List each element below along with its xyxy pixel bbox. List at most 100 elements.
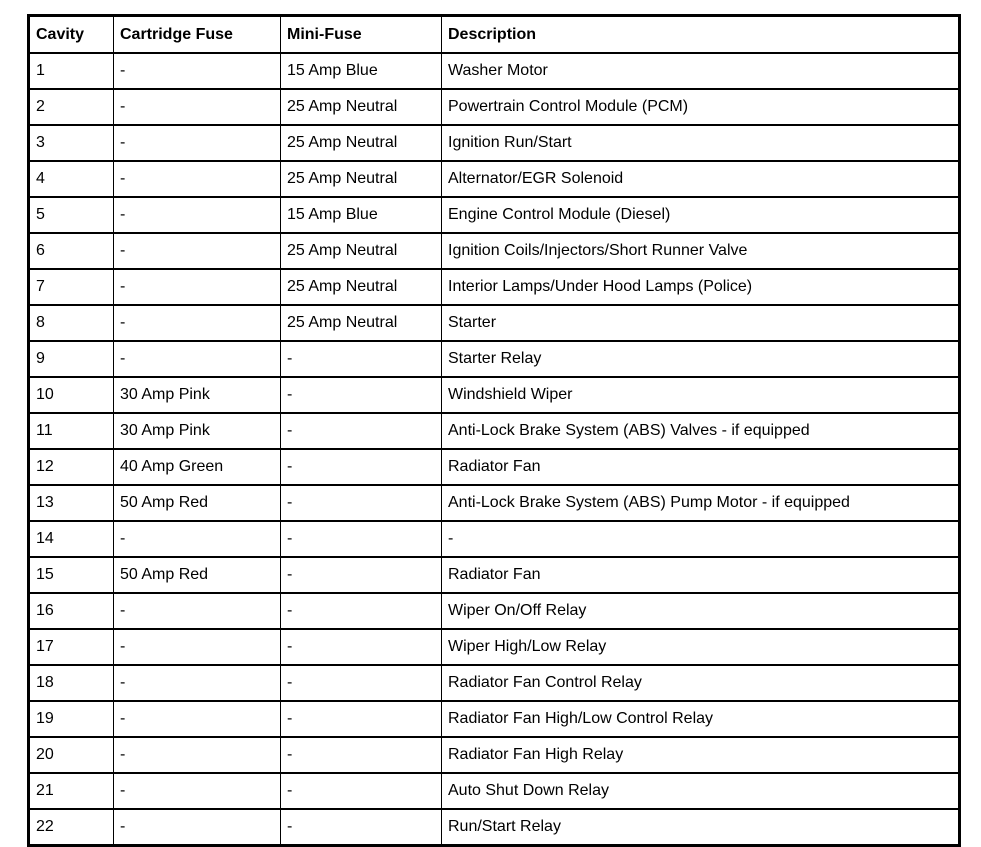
table-row: 9- - Starter Relay <box>28 340 960 378</box>
column-header-cartridge-fuse: Cartridge Fuse <box>113 15 281 54</box>
cell-mini-fuse: - <box>280 628 442 666</box>
cell-cartridge-fuse: - <box>113 232 281 270</box>
cell-mini-fuse: - <box>280 340 442 378</box>
table-row: 15 50 Amp Red - Radiator Fan <box>28 556 960 594</box>
table-row: 8-25 Amp Neutral Starter <box>28 304 960 342</box>
cell-cavity: 11 <box>28 412 114 450</box>
table-row: 1-15 Amp Blue Washer Motor <box>28 52 960 90</box>
fuse-table: Cavity Cartridge Fuse Mini-Fuse Descript… <box>27 14 961 847</box>
cell-cavity: 13 <box>28 484 114 522</box>
table-row: 4-25 Amp Neutral Alternator/EGR Solenoid <box>28 160 960 198</box>
cell-cavity: 10 <box>28 376 114 414</box>
cell-cartridge-fuse: 40 Amp Green <box>113 448 281 486</box>
cell-cartridge-fuse: - <box>113 124 281 162</box>
cell-description: Alternator/EGR Solenoid <box>441 160 960 198</box>
cell-cartridge-fuse: - <box>113 52 281 90</box>
cell-cavity: 8 <box>28 304 114 342</box>
table-row: 17- - Wiper High/Low Relay <box>28 628 960 666</box>
cell-cartridge-fuse: 30 Amp Pink <box>113 412 281 450</box>
cell-mini-fuse: 15 Amp Blue <box>280 196 442 234</box>
table-row: 5-15 Amp Blue Engine Control Module (Dies… <box>28 196 960 234</box>
cell-description: Wiper High/Low Relay <box>441 628 960 666</box>
cell-cartridge-fuse: 50 Amp Red <box>113 556 281 594</box>
header-row: Cavity Cartridge Fuse Mini-Fuse Descript… <box>28 15 960 54</box>
cell-cavity: 20 <box>28 736 114 774</box>
cell-cartridge-fuse: - <box>113 628 281 666</box>
cell-description: Auto Shut Down Relay <box>441 772 960 810</box>
cell-cavity: 18 <box>28 664 114 702</box>
cell-mini-fuse: 25 Amp Neutral <box>280 232 442 270</box>
cell-mini-fuse: - <box>280 556 442 594</box>
table-row: 3-25 Amp Neutral Ignition Run/Start <box>28 124 960 162</box>
cell-description: Interior Lamps/Under Hood Lamps (Police) <box>441 268 960 306</box>
cell-mini-fuse: - <box>280 772 442 810</box>
cell-cavity: 2 <box>28 88 114 126</box>
table-body: 1-15 Amp Blue Washer Motor 2-25 Amp Neutra… <box>28 52 960 847</box>
cell-cavity: 3 <box>28 124 114 162</box>
cell-cavity: 22 <box>28 808 114 847</box>
cell-cavity: 12 <box>28 448 114 486</box>
table-row: 10 30 Amp Pink - Windshield Wiper <box>28 376 960 414</box>
cell-cartridge-fuse: - <box>113 88 281 126</box>
cell-mini-fuse: - <box>280 520 442 558</box>
cell-cartridge-fuse: - <box>113 520 281 558</box>
cell-mini-fuse: - <box>280 664 442 702</box>
cell-description: Washer Motor <box>441 52 960 90</box>
cell-mini-fuse: - <box>280 376 442 414</box>
table-row: 12 40 Amp Green - Radiator Fan <box>28 448 960 486</box>
cell-cartridge-fuse: - <box>113 772 281 810</box>
cell-description: Radiator Fan High/Low Control Relay <box>441 700 960 738</box>
cell-mini-fuse: - <box>280 808 442 847</box>
cell-cavity: 9 <box>28 340 114 378</box>
cell-cartridge-fuse: - <box>113 592 281 630</box>
cell-mini-fuse: 25 Amp Neutral <box>280 160 442 198</box>
cell-description: Windshield Wiper <box>441 376 960 414</box>
table-row: 20- - Radiator Fan High Relay <box>28 736 960 774</box>
cell-description: Engine Control Module (Diesel) <box>441 196 960 234</box>
table-row: 6-25 Amp Neutral Ignition Coils/Injectors… <box>28 232 960 270</box>
cell-mini-fuse: 15 Amp Blue <box>280 52 442 90</box>
cell-mini-fuse: - <box>280 448 442 486</box>
cell-mini-fuse: 25 Amp Neutral <box>280 124 442 162</box>
cell-mini-fuse: 25 Amp Neutral <box>280 88 442 126</box>
cell-cavity: 19 <box>28 700 114 738</box>
cell-cavity: 1 <box>28 52 114 90</box>
cell-description: Starter <box>441 304 960 342</box>
table-row: 22- - Run/Start Relay <box>28 808 960 847</box>
cell-cavity: 17 <box>28 628 114 666</box>
cell-description: Wiper On/Off Relay <box>441 592 960 630</box>
cell-cavity: 14 <box>28 520 114 558</box>
cell-cartridge-fuse: - <box>113 268 281 306</box>
table-row: 14- - - <box>28 520 960 558</box>
cell-mini-fuse: - <box>280 736 442 774</box>
cell-description: Radiator Fan <box>441 448 960 486</box>
cell-cavity: 7 <box>28 268 114 306</box>
cell-mini-fuse: - <box>280 592 442 630</box>
cell-cartridge-fuse: 30 Amp Pink <box>113 376 281 414</box>
column-header-mini-fuse: Mini-Fuse <box>280 15 442 54</box>
cell-cartridge-fuse: - <box>113 736 281 774</box>
cell-mini-fuse: - <box>280 412 442 450</box>
cell-cavity: 16 <box>28 592 114 630</box>
cell-description: Radiator Fan Control Relay <box>441 664 960 702</box>
cell-mini-fuse: 25 Amp Neutral <box>280 268 442 306</box>
cell-description: Run/Start Relay <box>441 808 960 847</box>
cell-mini-fuse: - <box>280 484 442 522</box>
cell-cavity: 6 <box>28 232 114 270</box>
cell-cartridge-fuse: 50 Amp Red <box>113 484 281 522</box>
cell-cavity: 5 <box>28 196 114 234</box>
cell-description: Anti-Lock Brake System (ABS) Pump Motor … <box>441 484 960 522</box>
cell-cartridge-fuse: - <box>113 700 281 738</box>
cell-cartridge-fuse: - <box>113 196 281 234</box>
table-row: 19- - Radiator Fan High/Low Control Relay <box>28 700 960 738</box>
table-row: 21- - Auto Shut Down Relay <box>28 772 960 810</box>
cell-description: Starter Relay <box>441 340 960 378</box>
cell-description: Ignition Run/Start <box>441 124 960 162</box>
cell-description: Ignition Coils/Injectors/Short Runner Va… <box>441 232 960 270</box>
cell-cartridge-fuse: - <box>113 808 281 847</box>
fuse-table-container: Cavity Cartridge Fuse Mini-Fuse Descript… <box>27 14 981 847</box>
column-header-description: Description <box>441 15 960 54</box>
cell-description: - <box>441 520 960 558</box>
cell-mini-fuse: - <box>280 700 442 738</box>
cell-description: Radiator Fan <box>441 556 960 594</box>
